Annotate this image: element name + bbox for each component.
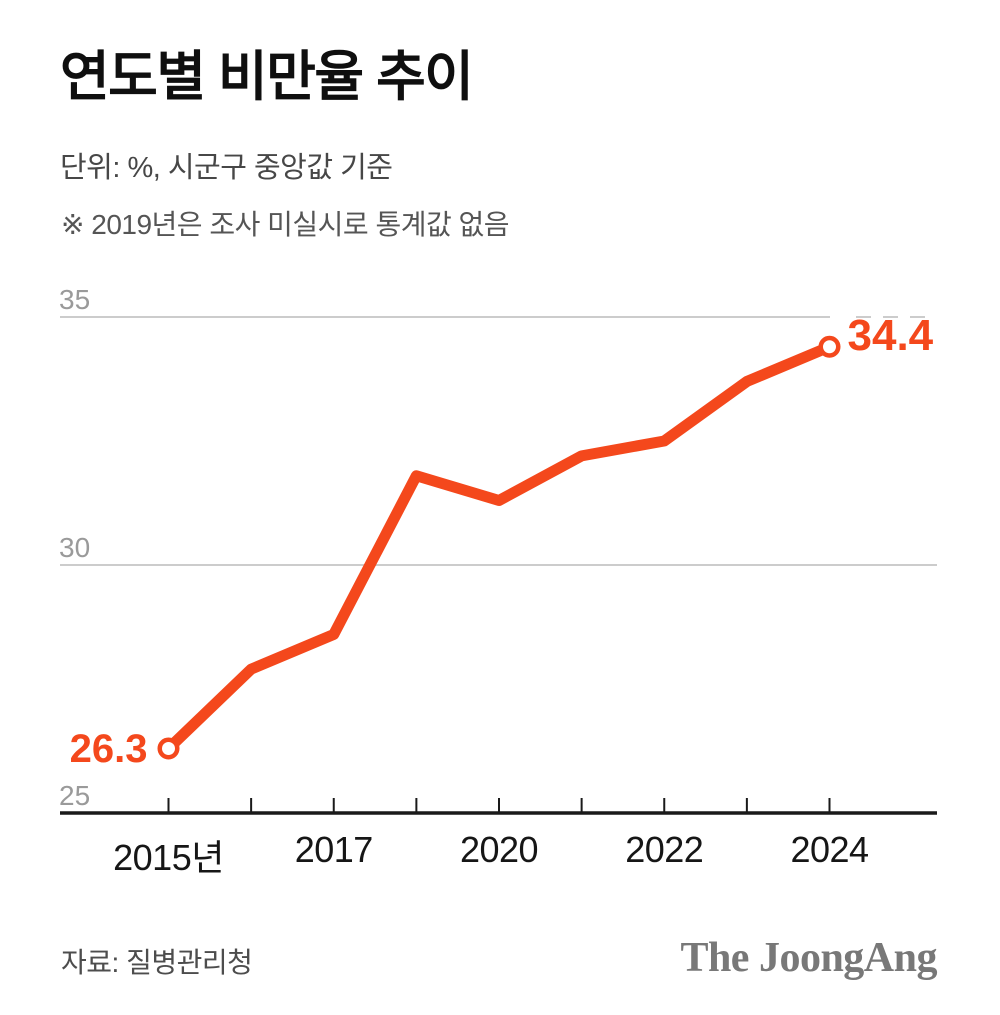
chart-footnote: ※ 2019년은 조사 미실시로 통계값 없음 bbox=[61, 209, 510, 240]
value-label-first: 26.3 bbox=[69, 726, 148, 771]
page-title: 연도별 비만율 추이 bbox=[60, 47, 474, 107]
value-label-last: 34.4 bbox=[847, 310, 934, 360]
data-point-marker-2024 bbox=[818, 335, 841, 358]
chart-unit-subtitle: 단위: %, 시군구 중앙값 기준 bbox=[60, 152, 393, 184]
joongang-logo: The JoongAng bbox=[680, 935, 937, 981]
data-point-marker-2015 bbox=[157, 737, 180, 760]
x-axis-label-2015: 2015년 bbox=[113, 837, 224, 878]
x-axis-label-2020: 2020 bbox=[459, 829, 539, 870]
y-axis-label-25: 25 bbox=[59, 780, 91, 811]
x-axis-label-2024: 2024 bbox=[790, 829, 869, 870]
data-source-label: 자료: 질병관리청 bbox=[61, 947, 253, 978]
x-axis-label-2017: 2017 bbox=[294, 829, 374, 870]
series-line bbox=[164, 341, 832, 753]
x-axis-label-2022: 2022 bbox=[625, 829, 704, 870]
y-axis-label-35: 35 bbox=[59, 284, 91, 315]
y-axis-label-30: 30 bbox=[59, 532, 91, 563]
